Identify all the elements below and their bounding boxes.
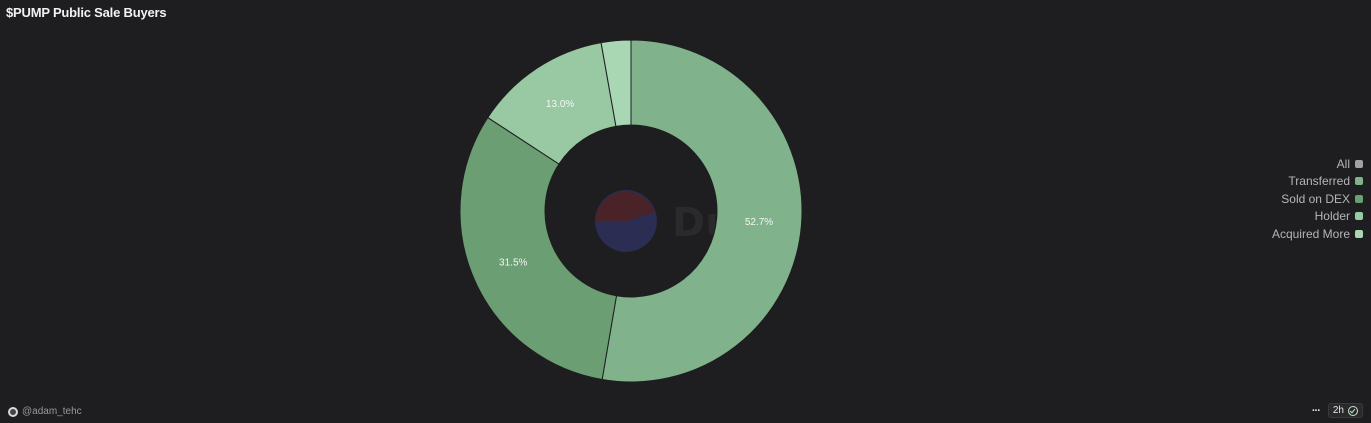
check-circle-icon (1348, 405, 1358, 416)
legend-swatch (1355, 159, 1363, 168)
avatar (8, 406, 18, 417)
legend-item-transferred[interactable]: Transferred (1288, 173, 1363, 191)
slice-transferred[interactable] (601, 39, 803, 383)
slice-acquired-more[interactable] (600, 39, 632, 127)
legend-swatch (1355, 194, 1363, 203)
legend-swatch (1355, 212, 1363, 221)
slice-label-transferred: 52.7% (745, 217, 773, 228)
refresh-age-badge[interactable]: 2h (1327, 403, 1363, 418)
more-options-icon[interactable]: ··· (1311, 404, 1321, 417)
legend-label: Transferred (1288, 174, 1350, 189)
legend-label: Holder (1314, 209, 1350, 224)
author-name: @adam_tehc (22, 406, 82, 417)
legend-swatch (1355, 177, 1363, 186)
legend-swatch (1355, 229, 1363, 238)
chart-title: $PUMP Public Sale Buyers (6, 5, 167, 20)
legend-item-all[interactable]: All (1337, 155, 1363, 173)
slice-label-sold-on-dex: 31.5% (499, 257, 527, 268)
legend-label: Acquired More (1271, 226, 1350, 241)
footer-actions: ··· 2h (1312, 403, 1363, 418)
legend-label: Sold on DEX (1281, 191, 1350, 206)
legend-label: All (1336, 156, 1350, 171)
watermark-logo-top (595, 191, 655, 221)
legend-item-sold-on-dex[interactable]: Sold on DEX (1281, 190, 1363, 208)
chart-legend: All Transferred Sold on DEX Holder Acquired … (1272, 155, 1363, 243)
author-credit[interactable]: @adam_tehc (8, 406, 82, 417)
legend-item-holder[interactable]: Holder (1315, 208, 1363, 226)
slice-label-holder: 13.0% (546, 99, 574, 110)
age-text: 2h (1332, 405, 1344, 416)
slice-sold-on-dex[interactable] (459, 116, 618, 381)
legend-item-acquired-more[interactable]: Acquired More (1272, 225, 1363, 243)
